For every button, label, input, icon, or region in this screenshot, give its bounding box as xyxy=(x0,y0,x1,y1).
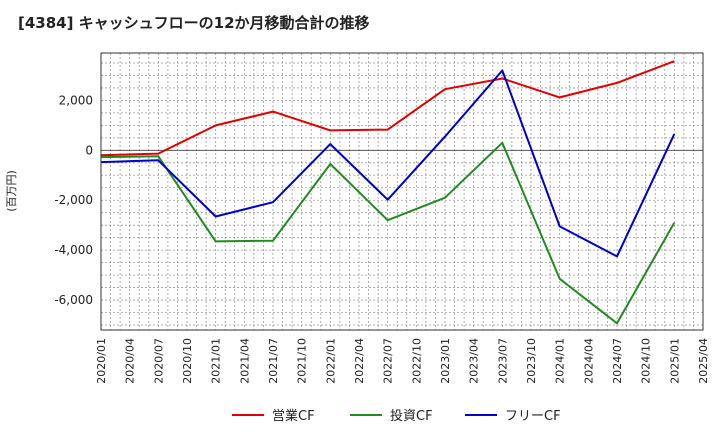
x-tick-label: 2020/01 xyxy=(95,338,108,384)
y-tick-label: -6,000 xyxy=(54,293,93,307)
x-tick-label: 2023/07 xyxy=(496,338,509,384)
x-tick-label: 2023/10 xyxy=(525,338,538,384)
legend-item: 投資CF xyxy=(350,408,433,424)
x-tick-label: 2023/01 xyxy=(439,338,452,384)
plot-frame xyxy=(100,52,704,331)
x-tick-label: 2020/10 xyxy=(181,338,194,384)
x-tick-label: 2023/04 xyxy=(468,338,481,384)
x-tick-label: 2024/10 xyxy=(640,338,653,384)
x-tick-label: 2022/07 xyxy=(382,338,395,384)
series-line-0 xyxy=(100,60,675,157)
x-tick-label: 2024/07 xyxy=(611,338,624,384)
x-tick-label: 2022/10 xyxy=(410,338,423,384)
series-line-1 xyxy=(100,141,676,325)
x-tick-label: 2020/07 xyxy=(152,338,165,384)
y-axis-label: (百万円) xyxy=(5,170,18,212)
legend-item: フリーCF xyxy=(465,409,561,424)
x-tick-label: 2025/04 xyxy=(697,338,710,384)
y-tick-label: -2,000 xyxy=(54,193,93,207)
series-line-2 xyxy=(100,69,676,258)
x-tick-label: 2024/04 xyxy=(582,338,595,384)
y-tick-label: -4,000 xyxy=(54,243,93,257)
x-tick-label: 2022/04 xyxy=(353,338,366,384)
legend-label: フリーCF xyxy=(505,409,561,424)
x-tick-label: 2020/04 xyxy=(124,338,137,384)
x-tick-label: 2021/10 xyxy=(296,338,309,384)
legend-label: 投資CF xyxy=(390,408,433,424)
x-tick-label: 2021/01 xyxy=(210,338,223,384)
x-tick-label: 2022/01 xyxy=(324,338,337,384)
y-tick-label: 2,000 xyxy=(59,93,93,107)
y-tick-label: 0 xyxy=(85,143,93,157)
x-tick-label: 2025/01 xyxy=(668,338,681,384)
plot-area xyxy=(101,53,703,330)
legend-item: 営業CF xyxy=(232,408,315,424)
x-tick-label: 2024/01 xyxy=(554,338,567,384)
legend-label: 営業CF xyxy=(272,408,315,424)
x-tick-label: 2021/04 xyxy=(238,338,251,384)
x-tick-label: 2021/07 xyxy=(267,338,280,384)
chart-title: [4384] キャッシュフローの12か月移動合計の推移 xyxy=(18,14,370,32)
